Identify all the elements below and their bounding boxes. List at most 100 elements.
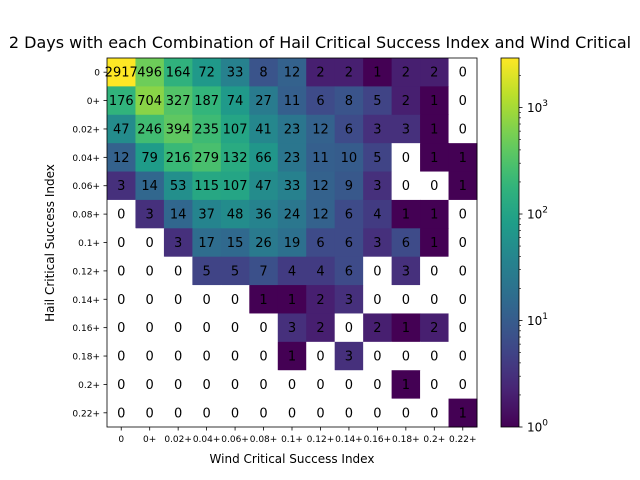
x-tick-label: 0.04+ [193, 435, 221, 445]
cell-value-label: 3 [288, 321, 296, 336]
heatmap-cell [334, 228, 364, 258]
cell-value-label: 2 [316, 66, 324, 81]
cell-value-label: 327 [166, 94, 191, 109]
cell-value-label: 26 [255, 236, 272, 251]
cell-value-label: 1 [288, 293, 296, 308]
heatmap-cell [107, 256, 136, 286]
cell-value-label: 0 [117, 236, 125, 251]
cell-value-label: 15 [227, 236, 244, 251]
heatmap-cell [363, 256, 393, 286]
heatmap-cell [334, 341, 364, 371]
heatmap-cell [391, 341, 421, 371]
heatmap-cell [163, 228, 193, 258]
cell-value-label: 216 [166, 151, 191, 166]
cell-value-label: 11 [284, 94, 301, 109]
heatmap-cell [249, 143, 279, 173]
cell-value-label: 4 [316, 264, 324, 279]
cell-value-label: 164 [166, 66, 191, 81]
heatmap-cell [391, 370, 421, 400]
cell-value-label: 115 [194, 179, 219, 194]
cell-value-label: 0 [345, 378, 353, 393]
heatmap-cell [448, 143, 478, 173]
cell-value-label: 66 [255, 151, 272, 166]
heatmap-cell [363, 86, 393, 116]
cell-value-label: 19 [284, 236, 301, 251]
cell-value-label: 107 [223, 122, 248, 137]
cell-value-label: 47 [255, 179, 272, 194]
heatmap-cell [277, 313, 307, 343]
heatmap-cell [107, 313, 136, 343]
cell-value-label: 3 [345, 293, 353, 308]
cell-value-label: 6 [316, 236, 324, 251]
x-tick-label: 0+ [143, 435, 156, 445]
cell-value-label: 0 [117, 378, 125, 393]
heatmap-cell [277, 143, 307, 173]
heatmap-cell [192, 285, 222, 314]
heatmap-cell [334, 370, 364, 400]
y-tick-label: 0.02+ [72, 125, 100, 135]
x-tick-label: 0.22+ [449, 435, 477, 445]
heatmap-cell [192, 86, 222, 116]
cell-value-label: 1 [373, 66, 381, 81]
heatmap-cell [135, 341, 165, 371]
cell-value-label: 1 [288, 350, 296, 365]
cell-value-label: 6 [345, 264, 353, 279]
heatmap-cell [334, 398, 364, 428]
cell-value-label: 0 [117, 293, 125, 308]
cell-value-label: 1 [402, 208, 410, 223]
cell-value-label: 1 [459, 151, 467, 166]
cell-value-label: 3 [373, 236, 381, 251]
heatmap-cell [448, 256, 478, 286]
cell-value-label: 235 [194, 122, 219, 137]
heatmap-cell [192, 228, 222, 258]
cell-value-label: 5 [373, 94, 381, 109]
heatmap-cell [163, 199, 193, 229]
heatmap-cell [220, 341, 250, 371]
heatmap-cell [249, 114, 279, 144]
y-axis-ticks: 0 0+ 0.02+ 0.04+ 0.06+ 0.08+ 0.1+ 0.12+ 0.14+ 0.1… [72, 69, 107, 419]
cell-value-label: 1 [459, 179, 467, 194]
heatmap-cell [448, 58, 478, 87]
colorbar-tick-label: 103 [527, 99, 548, 115]
cell-value-label: 2 [430, 66, 438, 81]
heatmap-cell [448, 114, 478, 144]
cell-value-label: 0 [174, 293, 182, 308]
y-tick-label: 0+ [87, 97, 100, 107]
cell-value-label: 1 [430, 94, 438, 109]
heatmap-cell [363, 199, 393, 229]
cell-value-label: 0 [174, 321, 182, 336]
heatmap-cell [420, 256, 450, 286]
heatmap-cell [391, 58, 421, 87]
heatmap-cell [391, 228, 421, 258]
cell-value-label: 132 [223, 151, 248, 166]
cell-value-label: 0 [430, 350, 438, 365]
heatmap-cell [420, 86, 450, 116]
cell-value-label: 12 [312, 179, 329, 194]
cell-value-label: 6 [316, 94, 324, 109]
heatmap-cell [420, 313, 450, 343]
heatmap-cell [448, 370, 478, 400]
y-tick-label: 0.08+ [72, 211, 100, 221]
cell-value-label: 0 [430, 378, 438, 393]
heatmap-cell [448, 86, 478, 116]
cell-value-label: 176 [109, 94, 134, 109]
heatmap-cell [363, 313, 393, 343]
cell-value-label: 0 [202, 378, 210, 393]
cell-value-label: 0 [459, 66, 467, 81]
cell-value-label: 0 [117, 406, 125, 421]
cell-value-label: 2 [316, 321, 324, 336]
colorbar-gradient [500, 57, 520, 428]
cell-value-label: 0 [259, 406, 267, 421]
cell-value-label: 2 [430, 321, 438, 336]
heatmap-cell [220, 285, 250, 314]
heatmap-cell [107, 398, 136, 428]
heatmap-cell [135, 86, 165, 116]
heatmap-cell [249, 370, 279, 400]
cell-value-label: 2 [345, 66, 353, 81]
cell-value-label: 0 [430, 179, 438, 194]
cell-value-label: 0 [402, 406, 410, 421]
heatmap-cell [249, 199, 279, 229]
y-tick-label: 0.04+ [72, 154, 100, 164]
y-tick-label: 0.06+ [72, 182, 100, 192]
cell-value-label: 0 [459, 350, 467, 365]
